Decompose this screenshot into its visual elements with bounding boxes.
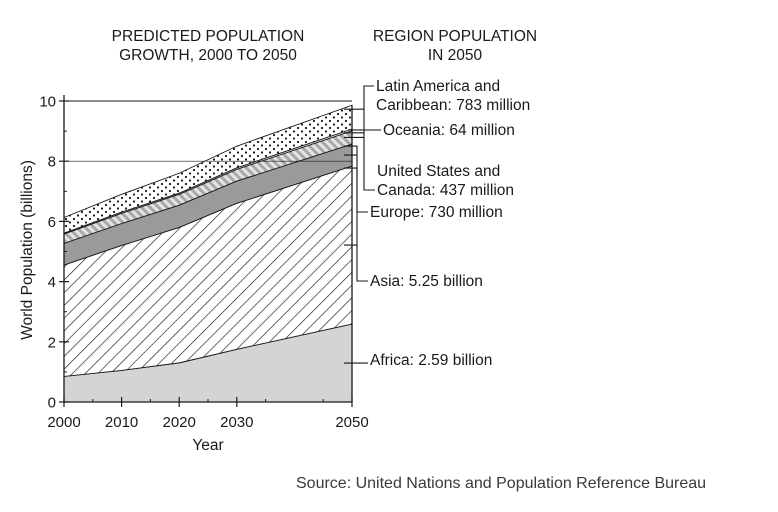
series-label-1: Africa: 2.59 billion <box>370 351 492 370</box>
series-label-5-line-1: Oceania: 64 million <box>383 122 515 139</box>
series-label-4-line-1: United States and <box>377 163 501 180</box>
source-note: Source: United Nations and Population Re… <box>296 475 707 492</box>
leader-series-6 <box>344 85 374 133</box>
series-label-6: Latin America and Caribbean: 783 million <box>376 77 530 115</box>
leader-series-3 <box>344 145 368 213</box>
x-tick-label-2010: 2010 <box>105 414 138 431</box>
series-label-4-line-2: Canada: 437 million <box>377 182 515 199</box>
series-label-6-line-1: Latin America and <box>376 78 501 95</box>
x-tick-label-2000: 2000 <box>47 414 80 431</box>
y-tick-label-10: 10 <box>39 94 56 111</box>
series-label-4: United States and Canada: 437 million <box>377 162 514 200</box>
x-axis-label: Year <box>192 437 223 454</box>
series-label-3-line-1: Europe: 730 million <box>370 204 503 221</box>
leader-series-2 <box>344 167 368 282</box>
series-label-3: Europe: 730 million <box>370 203 503 222</box>
series-label-2-line-1: Asia: 5.25 billion <box>370 273 483 290</box>
legend-title-line-2: IN 2050 <box>427 47 483 64</box>
y-axis-label: World Population (billions) <box>19 160 36 340</box>
chart-title-line-1: PREDICTED POPULATION <box>111 28 305 45</box>
leader-series-4 <box>344 132 375 191</box>
y-tick-label-8: 8 <box>48 154 56 171</box>
y-tick-label-4: 4 <box>48 274 56 291</box>
chart-title: PREDICTED POPULATION GROWTH, 2000 TO 2050 <box>78 27 338 65</box>
series-label-5: Oceania: 64 million <box>383 121 515 140</box>
chart-title-line-2: GROWTH, 2000 TO 2050 <box>119 47 297 64</box>
x-tick-label-2020: 2020 <box>163 414 196 431</box>
legend-title-line-1: REGION POPULATION <box>372 28 538 45</box>
series-label-1-line-1: Africa: 2.59 billion <box>370 352 493 369</box>
x-tick-label-2030: 2030 <box>220 414 253 431</box>
y-tick-label-2: 2 <box>48 334 56 351</box>
series-label-2: Asia: 5.25 billion <box>370 272 483 291</box>
y-tick-label-0: 0 <box>48 395 56 412</box>
series-label-6-line-2: Caribbean: 783 million <box>376 97 531 114</box>
y-tick-label-6: 6 <box>48 214 56 231</box>
x-tick-label-2050: 2050 <box>335 414 368 431</box>
legend-title: REGION POPULATION IN 2050 <box>340 27 570 65</box>
